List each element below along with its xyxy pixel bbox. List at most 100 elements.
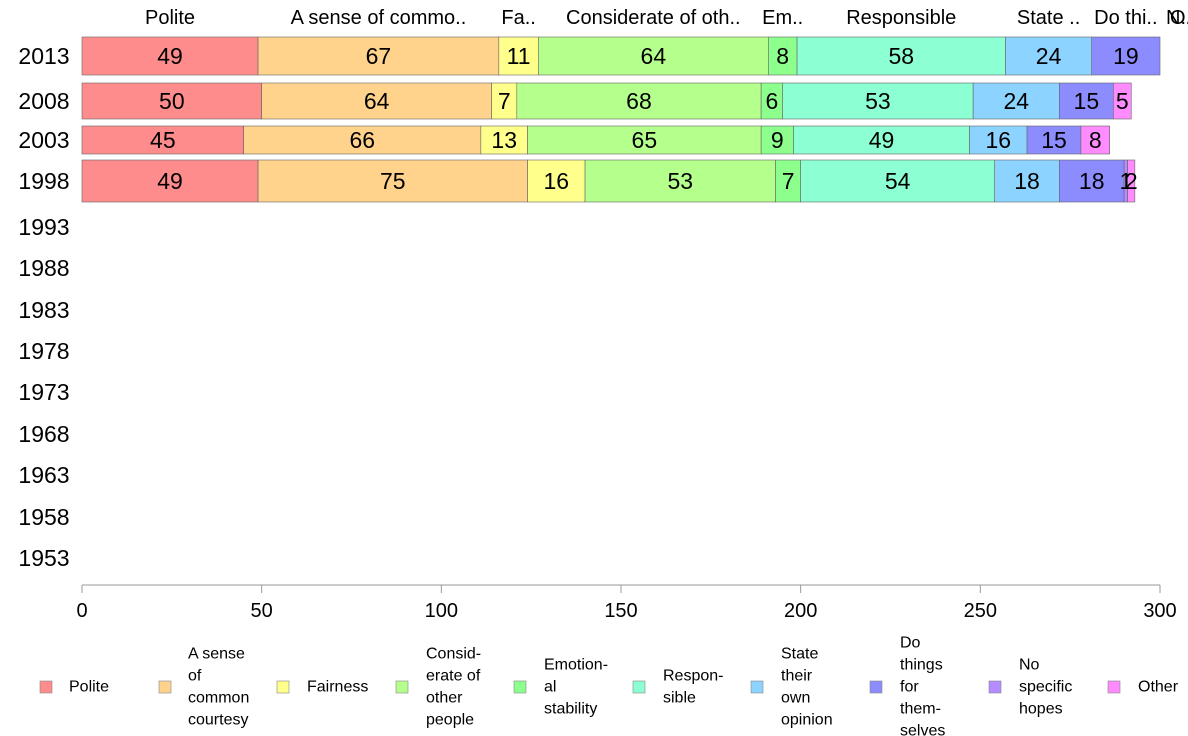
legend-swatch (1107, 680, 1121, 694)
top-category-label: Responsible (846, 7, 956, 29)
legend-label: No (1019, 657, 1040, 674)
year-label: 2013 (18, 43, 69, 69)
legend-label: State (781, 646, 818, 663)
bar-segment (969, 125, 1028, 155)
data-label: 54 (885, 168, 911, 194)
top-category-label: Polite (145, 7, 195, 29)
legend-label: Respon- (663, 668, 723, 685)
legend-label: them- (900, 701, 941, 718)
data-label: 45 (150, 127, 176, 153)
data-label: 67 (366, 43, 392, 69)
bar-segment (768, 36, 798, 76)
year-label: 1958 (18, 504, 69, 530)
legend-swatch (39, 680, 53, 694)
bar-segment (527, 125, 762, 155)
bar-segment (1059, 82, 1114, 120)
legend-label: own (781, 690, 810, 707)
data-label: 49 (157, 168, 183, 194)
top-category-label: O.. (1170, 7, 1188, 29)
data-label: 13 (491, 127, 517, 153)
legend-label: Polite (69, 679, 109, 696)
top-category-label: N.. (1166, 7, 1188, 29)
data-label: 6 (766, 88, 779, 114)
legend: Polite A sense of common courtesy Fairness Con… (39, 635, 1179, 736)
legend-label: opinion (781, 712, 833, 729)
legend-label: A sense (188, 646, 245, 663)
data-label: 49 (869, 127, 895, 153)
year-label: 1993 (18, 214, 69, 240)
data-label: 64 (641, 43, 667, 69)
legend-label: Consid- (426, 646, 481, 663)
year-label: 1953 (18, 545, 69, 571)
bar-segment (994, 159, 1060, 203)
data-label: 64 (364, 88, 390, 114)
bar-segment (491, 82, 518, 120)
x-tick-label: 150 (604, 600, 637, 622)
data-label: 9 (771, 127, 784, 153)
data-label: 53 (865, 88, 891, 114)
legend-label: courtesy (188, 712, 248, 729)
bar-segment (1112, 82, 1132, 120)
data-label: 16 (544, 168, 570, 194)
legend-label: their (781, 668, 813, 685)
legend-label: other (426, 690, 463, 707)
data-label: 11 (507, 43, 531, 69)
legend-label: Emotion- (544, 657, 608, 674)
top-category-label: Em.. (762, 7, 803, 29)
legend-label: al (544, 679, 556, 696)
bar-segment (800, 159, 996, 203)
year-label: 1978 (18, 338, 69, 364)
x-tick-label: 300 (1143, 600, 1176, 622)
data-label: 49 (157, 43, 183, 69)
year-axis-labels: 2013 2008 2003 1998 1993 1988 1983 1978 1973 1968… (18, 43, 69, 571)
bar-segment (1127, 159, 1136, 203)
legend-swatch (276, 680, 290, 694)
legend-swatch (869, 680, 883, 694)
year-label: 1973 (18, 379, 69, 405)
bar-segment (81, 159, 259, 203)
top-category-label: Fa.. (501, 7, 535, 29)
data-label: 2 (1125, 168, 1138, 194)
bar-segment (584, 159, 776, 203)
bar-segment (1026, 125, 1082, 155)
legend-label: specific (1019, 679, 1072, 696)
bar-segment (1091, 36, 1161, 76)
data-label: 53 (667, 168, 693, 194)
legend-swatch (750, 680, 764, 694)
data-label: 8 (1089, 127, 1102, 153)
top-category-label: Do thi.. (1094, 7, 1157, 29)
year-label: 1998 (18, 168, 69, 194)
year-label: 1968 (18, 421, 69, 447)
legend-label: selves (900, 723, 945, 736)
data-label: 18 (1014, 168, 1040, 194)
data-label: 19 (1113, 43, 1139, 69)
data-label: 16 (986, 127, 1012, 153)
legend-label: things (900, 657, 943, 674)
legend-label: common (188, 690, 249, 707)
bar-segment (81, 82, 262, 120)
bar-segment (516, 82, 762, 120)
year-label: 1983 (18, 297, 69, 323)
legend-label: Do (900, 635, 921, 652)
data-label: 7 (498, 88, 511, 114)
x-tick-label: 100 (425, 600, 458, 622)
legend-label: Fairness (307, 679, 368, 696)
bar-segment (261, 82, 492, 120)
data-label: 7 (782, 168, 795, 194)
data-label: 24 (1036, 43, 1062, 69)
year-label: 1988 (18, 255, 69, 281)
bar-segment (81, 125, 244, 155)
x-tick-label: 50 (251, 600, 273, 622)
legend-label: stability (544, 701, 597, 718)
legend-swatch (395, 680, 409, 694)
legend-label: people (426, 712, 474, 729)
legend-label: for (900, 679, 919, 696)
data-label: 24 (1003, 88, 1029, 114)
bar-segment (538, 36, 769, 76)
top-category-label: A sense of commo.. (291, 7, 467, 29)
x-tick-label: 0 (76, 600, 87, 622)
bar-segment (480, 125, 528, 155)
data-label: 75 (380, 168, 406, 194)
